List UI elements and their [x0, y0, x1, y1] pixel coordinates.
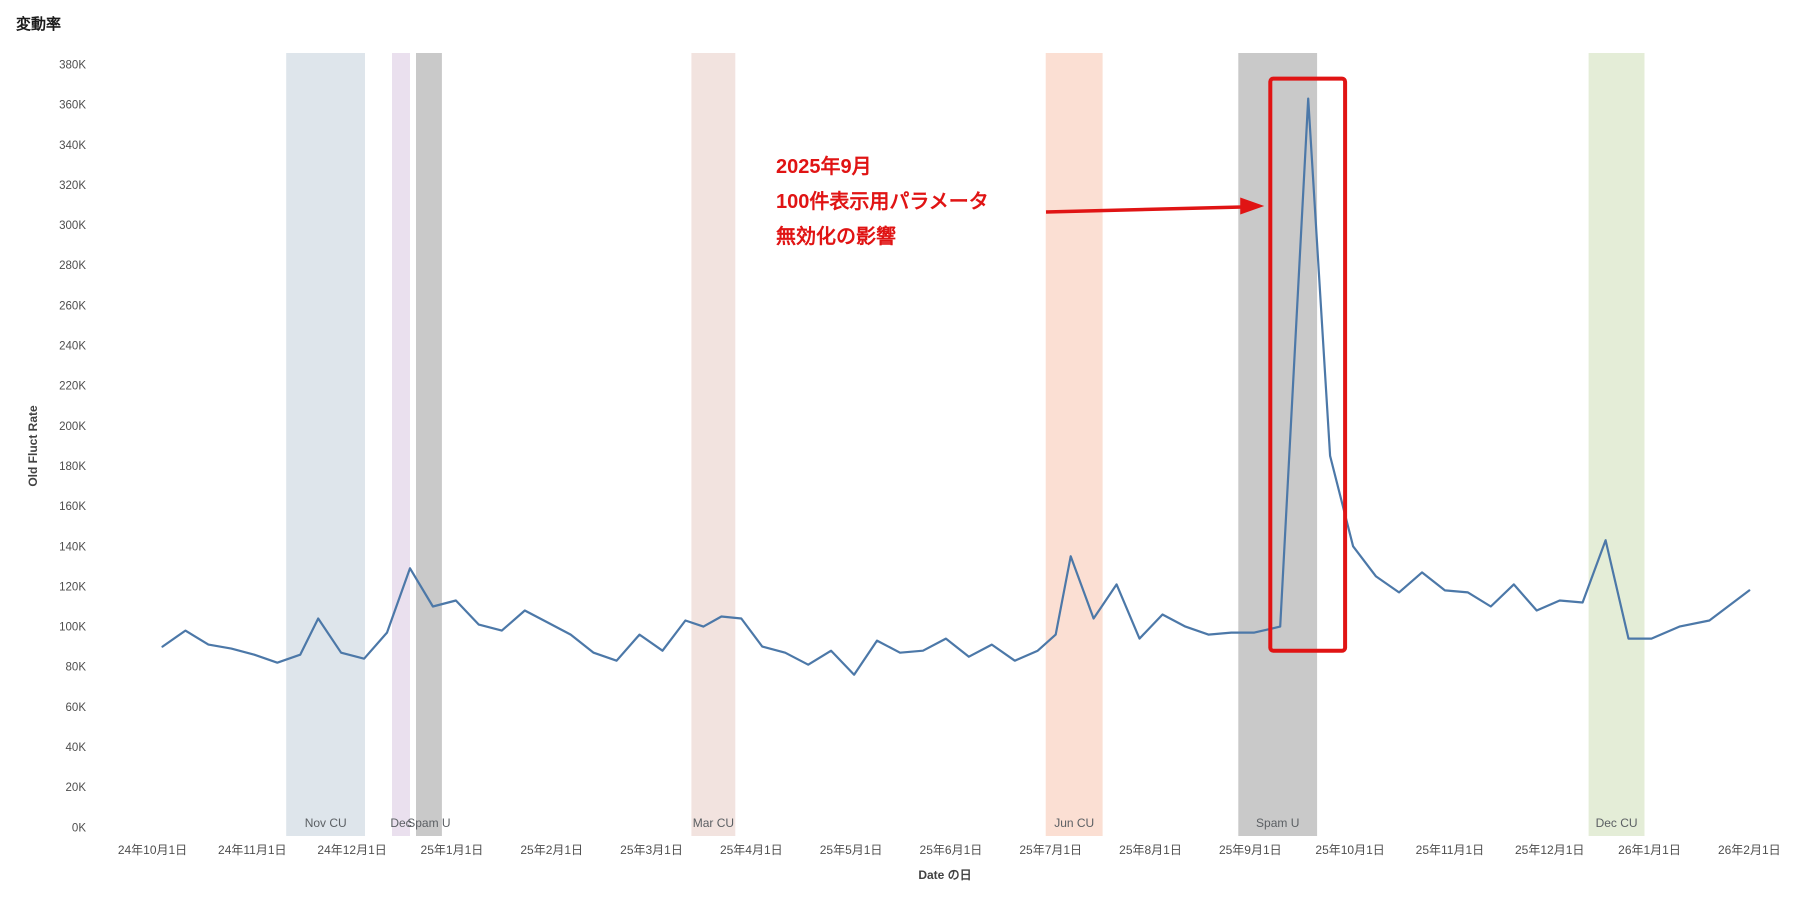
- y-tick-label: 100K: [59, 622, 86, 634]
- reference-band-label: Dec CU: [1596, 816, 1638, 830]
- reference-band-dec: [392, 53, 410, 836]
- y-tick-label: 80K: [66, 662, 87, 674]
- x-tick-label: 25年3月1日: [620, 843, 683, 857]
- annotation-line-1: 2025年9月: [776, 156, 872, 178]
- y-tick-label: 140K: [59, 541, 86, 553]
- annotation-arrowhead: [1240, 197, 1265, 215]
- reference-band-label: Jun CU: [1054, 816, 1094, 830]
- x-tick-label: 24年10月1日: [118, 843, 187, 857]
- annotation-line-3: 無効化の影響: [776, 226, 896, 248]
- x-tick-label: 25年4月1日: [720, 843, 783, 857]
- y-tick-label: 380K: [59, 60, 86, 72]
- y-tick-label: 300K: [59, 220, 86, 232]
- x-tick-label: 25年1月1日: [421, 843, 484, 857]
- annotation-box: [1268, 76, 1348, 653]
- y-tick-label: 220K: [59, 381, 86, 393]
- x-tick-label: 25年11月1日: [1416, 843, 1484, 857]
- y-tick-label: 0K: [72, 822, 86, 834]
- y-tick-label: 40K: [66, 742, 87, 754]
- reference-band-label: Nov CU: [305, 816, 347, 830]
- y-tick-label: 60K: [66, 702, 87, 714]
- reference-band-nov-cu: [286, 53, 365, 836]
- reference-band-label: Mar CU: [693, 816, 734, 830]
- x-tick-label: 25年9月1日: [1219, 843, 1282, 857]
- reference-band-dec-cu: [1588, 53, 1645, 836]
- x-tick-label: 24年11月1日: [218, 843, 286, 857]
- x-tick-label: 26年2月1日: [1718, 843, 1781, 857]
- x-tick-label: 24年12月1日: [317, 843, 386, 857]
- reference-band-label: Spam U: [407, 816, 450, 830]
- x-tick-label: 25年10月1日: [1315, 843, 1384, 857]
- y-tick-label: 20K: [66, 782, 87, 794]
- x-tick-label: 25年7月1日: [1019, 843, 1082, 857]
- x-tick-label: 25年6月1日: [920, 843, 983, 857]
- x-axis-title: Date の日: [918, 868, 972, 882]
- y-tick-label: 200K: [59, 421, 86, 433]
- x-tick-label: 25年8月1日: [1119, 843, 1182, 857]
- y-tick-label: 360K: [59, 100, 86, 112]
- y-tick-label: 340K: [59, 140, 86, 152]
- y-tick-label: 260K: [59, 300, 86, 312]
- x-tick-label: 25年5月1日: [820, 843, 883, 857]
- annotation-line-2: 100件表示用パラメータ: [776, 191, 989, 213]
- y-tick-label: 280K: [59, 260, 86, 272]
- x-tick-label: 26年1月1日: [1618, 843, 1681, 857]
- reference-band-label: Spam U: [1256, 816, 1299, 830]
- y-axis-title: Old Fluct Rate: [26, 405, 40, 487]
- y-tick-label: 160K: [59, 501, 86, 513]
- y-tick-label: 320K: [59, 180, 86, 192]
- reference-band-spam-u: [416, 53, 442, 836]
- reference-band-mar-cu: [691, 53, 736, 836]
- y-tick-label: 180K: [59, 461, 86, 473]
- fluct-rate-line[interactable]: [161, 97, 1751, 676]
- annotation-text: 2025年9月 100件表示用パラメータ 無効化の影響: [776, 150, 989, 255]
- reference-band-jun-cu: [1045, 53, 1103, 836]
- y-tick-label: 120K: [59, 581, 86, 593]
- annotation-arrow-line: [1045, 205, 1243, 214]
- reference-band-label: Dec: [390, 816, 411, 830]
- x-tick-label: 25年2月1日: [520, 843, 583, 857]
- x-tick-label: 25年12月1日: [1515, 843, 1584, 857]
- chart-title: 変動率: [16, 16, 62, 33]
- y-tick-label: 240K: [59, 341, 86, 353]
